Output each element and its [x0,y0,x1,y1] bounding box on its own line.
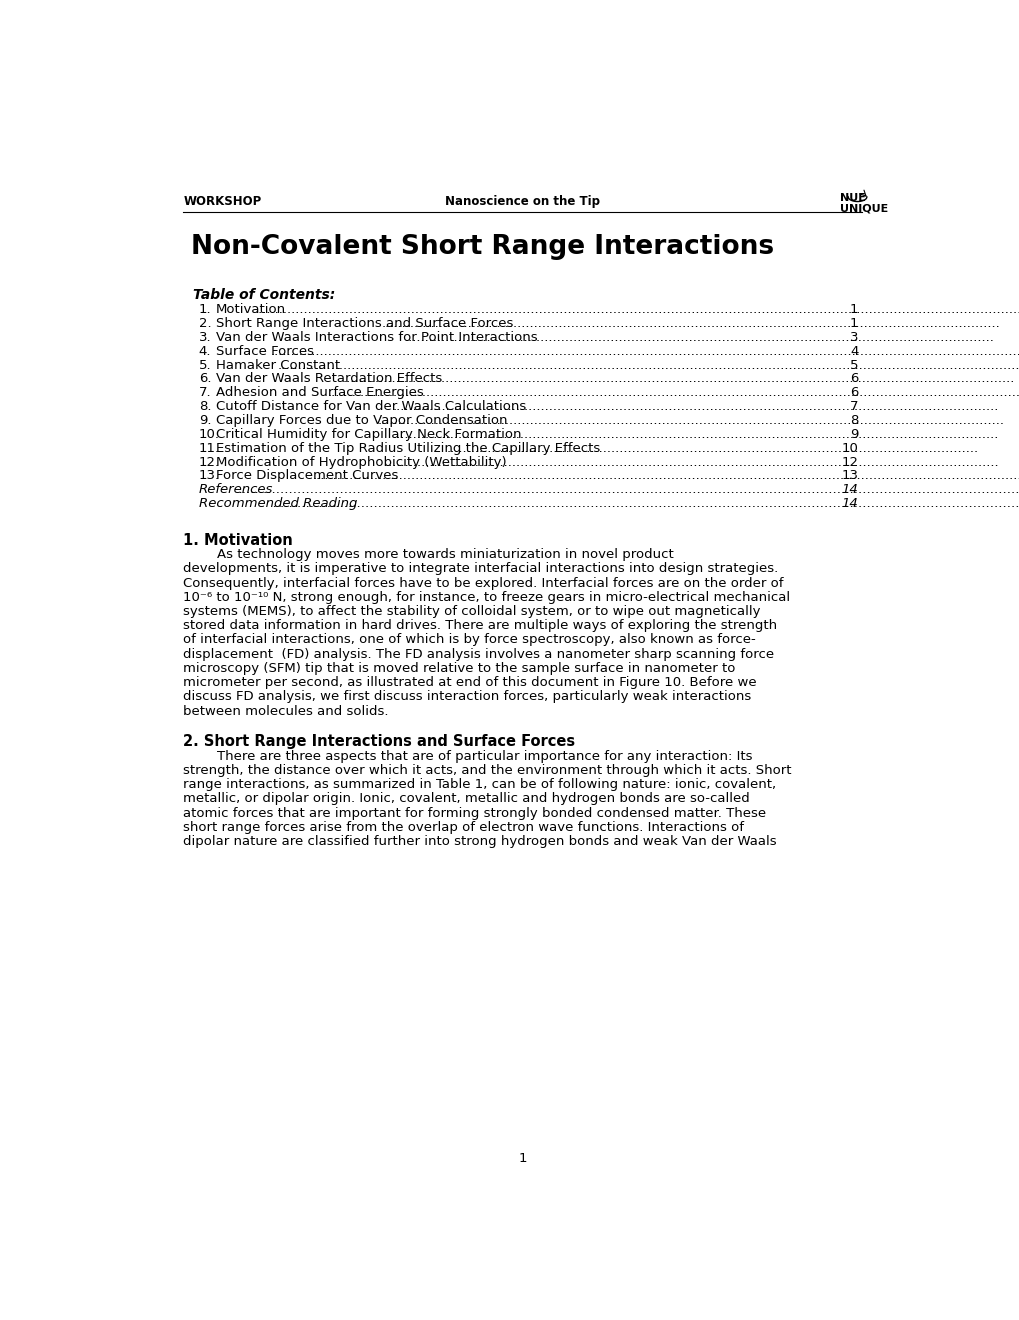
Text: 2.: 2. [199,317,211,330]
Text: 13.: 13. [199,470,220,483]
Text: dipolar nature are classified further into strong hydrogen bonds and weak Van de: dipolar nature are classified further in… [183,836,776,849]
Text: 10.: 10. [199,428,219,441]
Text: WORKSHOP: WORKSHOP [183,195,261,209]
Text: 6: 6 [849,372,857,385]
Text: NUE: NUE [840,193,865,203]
Text: systems (MEMS), to affect the stability of colloidal system, or to wipe out magn: systems (MEMS), to affect the stability … [183,605,760,618]
Text: short range forces arise from the overlap of electron wave functions. Interactio: short range forces arise from the overla… [183,821,744,834]
Text: 10: 10 [841,442,857,455]
Text: ................................................................................: ........................................… [277,359,1019,372]
Text: Table of Contents:: Table of Contents: [193,288,334,302]
Text: between molecules and solids.: between molecules and solids. [183,705,388,718]
Text: Motivation: Motivation [216,304,285,317]
Text: microscopy (SFM) tip that is moved relative to the sample surface in nanometer t: microscopy (SFM) tip that is moved relat… [183,663,735,675]
Text: Nanoscience on the Tip: Nanoscience on the Tip [445,195,599,209]
Text: 1.: 1. [199,304,211,317]
Text: Short Range Interactions and Surface Forces: Short Range Interactions and Surface For… [216,317,513,330]
Text: displacement  (FD) analysis. The FD analysis involves a nanometer sharp scanning: displacement (FD) analysis. The FD analy… [183,648,773,661]
Text: Hamaker Constant: Hamaker Constant [216,359,339,372]
Text: References: References [199,483,273,496]
Text: 4.: 4. [199,345,211,358]
Text: ................................................................................: ........................................… [377,414,1004,428]
Text: 14: 14 [841,483,857,496]
Text: ................................................................................: ........................................… [392,428,999,441]
Text: 12.: 12. [199,455,220,469]
Text: 4: 4 [849,345,857,358]
Text: ................................................................................: ........................................… [312,470,1019,483]
Text: Critical Humidity for Capillary Neck Formation: Critical Humidity for Capillary Neck For… [216,428,521,441]
Text: stored data information in hard drives. There are multiple ways of exploring the: stored data information in hard drives. … [183,619,776,632]
Text: 7.: 7. [199,387,211,400]
Text: 1. Motivation: 1. Motivation [183,533,292,548]
Text: As technology moves more towards miniaturization in novel product: As technology moves more towards miniatu… [183,548,674,561]
Text: 13: 13 [841,470,857,483]
Text: ................................................................................: ........................................… [446,442,977,455]
Text: 3: 3 [849,331,857,345]
Text: ................................................................................: ........................................… [385,455,999,469]
Text: 9: 9 [849,428,857,441]
Text: 5.: 5. [199,359,211,372]
Text: Consequently, interfacial forces have to be explored. Interfacial forces are on : Consequently, interfacial forces have to… [183,577,783,590]
Text: 1: 1 [849,317,857,330]
Text: Recommended Reading: Recommended Reading [199,498,357,511]
Text: 5: 5 [849,359,857,372]
Text: There are three aspects that are of particular importance for any interaction: I: There are three aspects that are of part… [183,750,752,763]
Text: ................................................................................: ........................................… [342,372,1014,385]
Text: 8: 8 [849,414,857,428]
Text: UNIQUE: UNIQUE [840,203,888,214]
Text: Modification of Hydrophobicity (Wettability): Modification of Hydrophobicity (Wettabil… [216,455,506,469]
Text: ................................................................................: ........................................… [237,483,1019,496]
Text: 12: 12 [841,455,857,469]
Text: 7: 7 [849,400,857,413]
Text: ................................................................................: ........................................… [272,498,1019,511]
Text: ................................................................................: ........................................… [404,331,994,345]
Text: 6: 6 [849,387,857,400]
Text: atomic forces that are important for forming strongly bonded condensed matter. T: atomic forces that are important for for… [183,807,765,820]
Text: 6.: 6. [199,372,211,385]
Text: Force Displacement Curves: Force Displacement Curves [216,470,397,483]
Text: Surface Forces: Surface Forces [216,345,314,358]
Text: 9.: 9. [199,414,211,428]
Text: Cutoff Distance for Van der Waals Calculations: Cutoff Distance for Van der Waals Calcul… [216,400,526,413]
Text: 8.: 8. [199,400,211,413]
Text: ................................................................................: ........................................… [392,400,999,413]
Text: ................................................................................: ........................................… [381,317,999,330]
Text: Estimation of the Tip Radius Utilizing the Capillary Effects: Estimation of the Tip Radius Utilizing t… [216,442,599,455]
Text: Capillary Forces due to Vapor Condensation: Capillary Forces due to Vapor Condensati… [216,414,506,428]
Text: ................................................................................: ........................................… [327,387,1019,400]
Text: discuss FD analysis, we first discuss interaction forces, particularly weak inte: discuss FD analysis, we first discuss in… [183,690,751,704]
Text: 1: 1 [518,1151,527,1164]
Text: Van der Waals Retardation Effects: Van der Waals Retardation Effects [216,372,441,385]
Text: strength, the distance over which it acts, and the environment through which it : strength, the distance over which it act… [183,764,791,777]
Text: ................................................................................: ........................................… [255,304,1019,317]
Text: 10⁻⁶ to 10⁻¹⁰ N, strong enough, for instance, to freeze gears in micro-electrica: 10⁻⁶ to 10⁻¹⁰ N, strong enough, for inst… [183,591,790,603]
Text: Non-Covalent Short Range Interactions: Non-Covalent Short Range Interactions [191,234,773,260]
Text: 3.: 3. [199,331,211,345]
Text: 14: 14 [841,498,857,511]
Text: micrometer per second, as illustrated at end of this document in Figure 10. Befo: micrometer per second, as illustrated at… [183,676,756,689]
Text: of interfacial interactions, one of which is by force spectroscopy, also known a: of interfacial interactions, one of whic… [183,634,755,647]
Text: ................................................................................: ........................................… [270,345,1019,358]
Text: Adhesion and Surface Energies: Adhesion and Surface Energies [216,387,423,400]
Text: metallic, or dipolar origin. Ionic, covalent, metallic and hydrogen bonds are so: metallic, or dipolar origin. Ionic, cova… [183,792,749,805]
Text: Van der Waals Interactions for Point Interactions: Van der Waals Interactions for Point Int… [216,331,537,345]
Text: 11.: 11. [199,442,220,455]
Text: developments, it is imperative to integrate interfacial interactions into design: developments, it is imperative to integr… [183,562,777,576]
Text: 1: 1 [849,304,857,317]
Text: range interactions, as summarized in Table 1, can be of following nature: ionic,: range interactions, as summarized in Tab… [183,779,775,791]
Text: 2. Short Range Interactions and Surface Forces: 2. Short Range Interactions and Surface … [183,734,575,750]
